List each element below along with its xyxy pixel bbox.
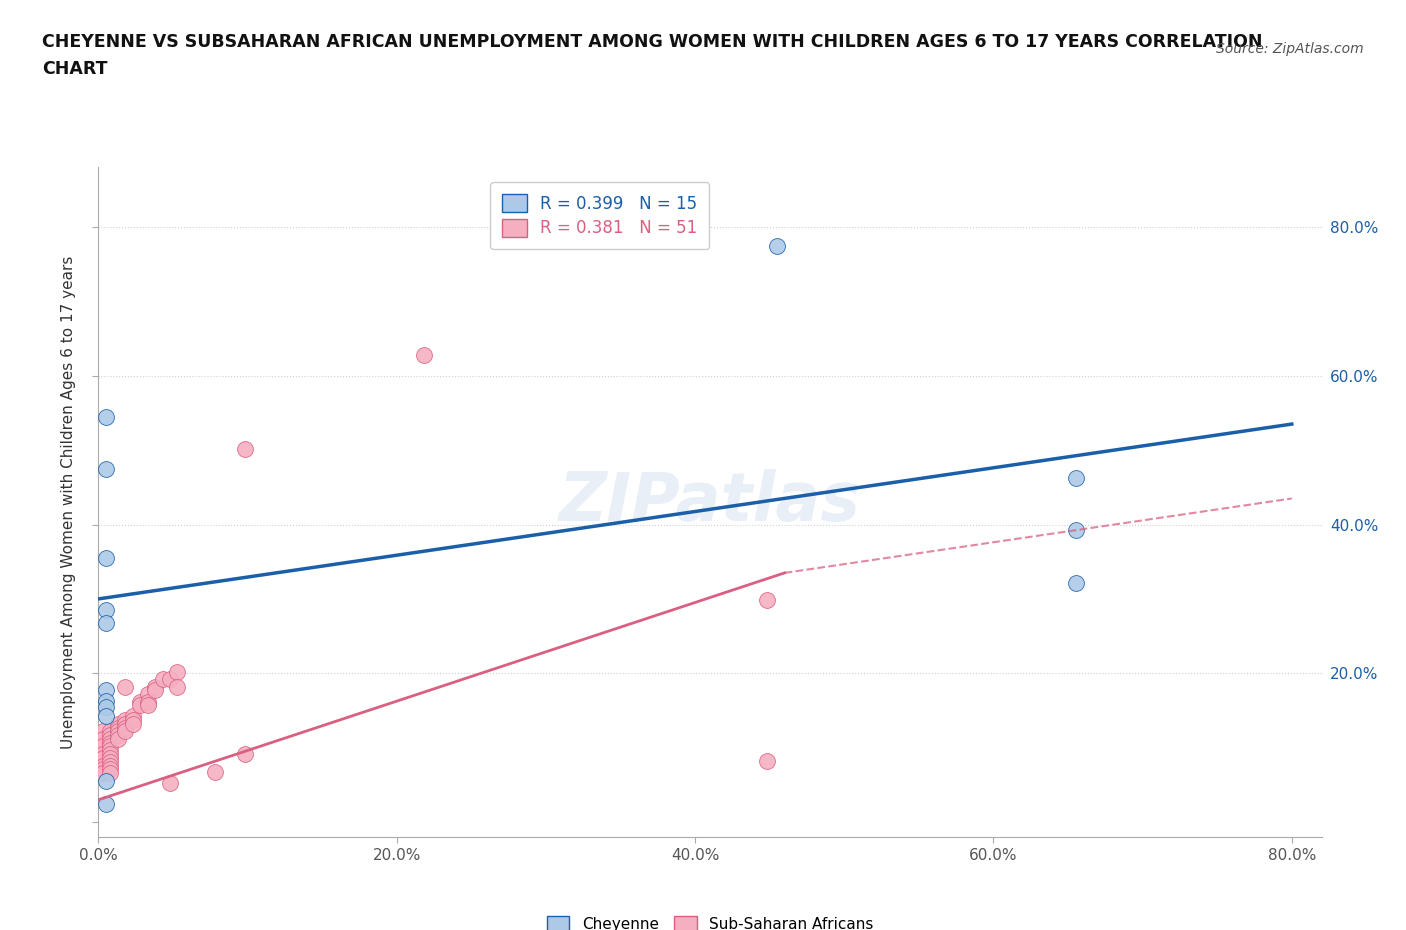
Point (98, 742, 121, 757)
Point (94, 683, 117, 698)
Point (204, 764, 226, 779)
Point (94, 694, 117, 709)
Point (152, 671, 174, 686)
Point (91, 724, 114, 738)
Point (91, 731, 114, 746)
Point (121, 709, 143, 724)
Point (94, 461, 117, 476)
Point (94, 409, 117, 424)
Point (121, 716, 143, 731)
Point (98, 738, 121, 753)
Point (107, 716, 129, 731)
Text: ZIPatlas: ZIPatlas (560, 470, 860, 535)
Point (129, 694, 152, 709)
Point (98, 724, 121, 738)
Text: CHART: CHART (42, 60, 108, 78)
Point (91, 762, 114, 777)
Point (143, 683, 166, 698)
Point (136, 686, 159, 701)
Point (129, 698, 152, 712)
Point (114, 712, 136, 727)
Text: Source: ZipAtlas.com: Source: ZipAtlas.com (1216, 42, 1364, 56)
Point (107, 724, 129, 738)
Y-axis label: Unemployment Among Women with Children Ages 6 to 17 years: Unemployment Among Women with Children A… (62, 256, 76, 749)
Point (159, 671, 181, 686)
Point (94, 551, 117, 565)
Point (107, 731, 129, 746)
Point (114, 724, 136, 738)
Point (233, 746, 256, 761)
Point (94, 699, 117, 714)
Point (114, 720, 136, 735)
Point (114, 716, 136, 731)
Point (114, 679, 136, 694)
Point (121, 712, 143, 727)
Point (166, 679, 188, 694)
Point (98, 751, 121, 765)
Point (1064, 471, 1087, 485)
Point (94, 709, 117, 724)
Point (98, 765, 121, 780)
Point (98, 754, 121, 769)
Point (1064, 575, 1087, 590)
Point (94, 796, 117, 811)
Point (91, 751, 114, 765)
Point (233, 441, 256, 456)
Point (755, 753, 778, 768)
Point (136, 694, 159, 709)
Point (766, 238, 789, 253)
Text: CHEYENNE VS SUBSAHARAN AFRICAN UNEMPLOYMENT AMONG WOMEN WITH CHILDREN AGES 6 TO : CHEYENNE VS SUBSAHARAN AFRICAN UNEMPLOYM… (42, 33, 1263, 50)
Legend: Cheyenne, Sub-Saharan Africans: Cheyenne, Sub-Saharan Africans (536, 905, 884, 930)
Point (1064, 523, 1087, 538)
Point (91, 765, 114, 780)
Point (107, 720, 129, 735)
Point (107, 727, 129, 742)
Point (94, 603, 117, 618)
Point (412, 348, 434, 363)
Point (94, 774, 117, 789)
Point (91, 758, 114, 773)
Point (98, 735, 121, 750)
Point (91, 746, 114, 761)
Point (91, 738, 114, 753)
Point (98, 758, 121, 773)
Point (143, 679, 166, 694)
Point (94, 616, 117, 631)
Point (98, 746, 121, 761)
Point (136, 698, 159, 712)
Point (98, 727, 121, 742)
Point (98, 762, 121, 777)
Point (755, 593, 778, 608)
Point (159, 776, 181, 790)
Point (166, 664, 188, 679)
Point (98, 731, 121, 746)
